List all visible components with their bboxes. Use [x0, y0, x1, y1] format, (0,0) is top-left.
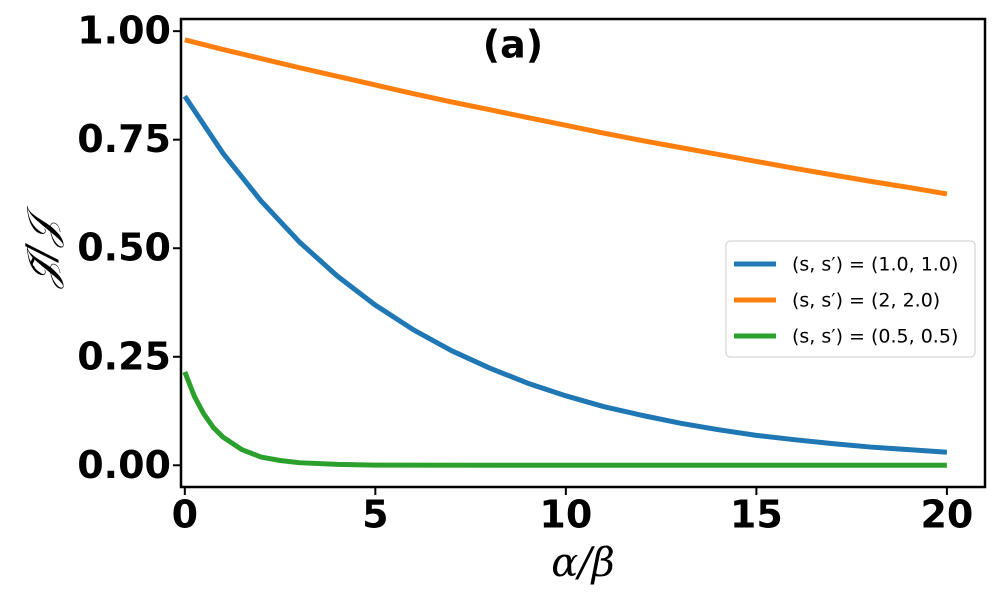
legend-box	[725, 240, 976, 358]
legend-label: (s, s′) = (2, 2.0)	[792, 290, 940, 312]
x-tick-label: 20	[920, 493, 973, 537]
x-axis-label: α/β	[551, 540, 615, 586]
y-axis-label: 𝒥̃/𝒥	[19, 205, 65, 289]
x-tick-label: 0	[172, 493, 198, 537]
chart-title: (a)	[483, 23, 543, 67]
line-series	[184, 37, 948, 197]
legend-label: (s, s′) = (1.0, 1.0)	[792, 254, 958, 276]
y-tick-label: 1.00	[77, 9, 171, 53]
legend-label: (s, s′) = (0.5, 0.5)	[792, 326, 958, 348]
x-tick-label: 5	[362, 493, 388, 537]
line-series	[182, 94, 948, 455]
x-tick-label: 15	[730, 493, 783, 537]
y-tick-label: 0.75	[77, 117, 171, 161]
line-series	[182, 371, 947, 468]
x-tick-label: 10	[539, 493, 592, 537]
y-tick-label: 0.50	[77, 226, 171, 270]
plot-frame	[179, 17, 987, 489]
y-tick-label: 0.25	[77, 334, 171, 378]
y-tick-label: 0.00	[77, 443, 171, 487]
